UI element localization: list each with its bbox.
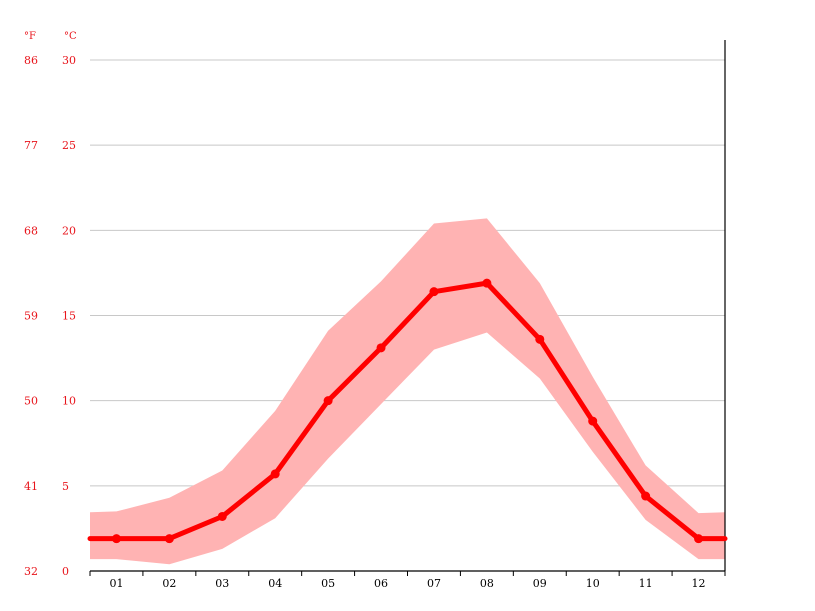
y-tick-label-fahrenheit: 59 (24, 310, 38, 323)
data-point (323, 396, 333, 406)
x-tick-label: 07 (427, 577, 441, 590)
x-tick-label: 01 (109, 577, 123, 590)
x-tick-label: 05 (321, 577, 335, 590)
y-tick-label-celsius: 0 (62, 565, 69, 578)
y-tick-label-celsius: 15 (62, 310, 76, 323)
x-tick-label: 10 (586, 577, 600, 590)
y-tick-label-fahrenheit: 41 (24, 480, 38, 493)
data-point (535, 334, 545, 344)
data-point (376, 343, 386, 353)
x-tick-label: 11 (639, 577, 653, 590)
y-tick-label-celsius: 20 (62, 224, 76, 237)
y-tick-label-fahrenheit: 32 (24, 565, 38, 578)
y-tick-label-fahrenheit: 50 (24, 395, 38, 408)
data-point (694, 534, 704, 544)
average-temperature-line (87, 280, 728, 542)
y-tick-label-fahrenheit: 68 (24, 224, 38, 237)
celsius-unit-label: °C (64, 31, 77, 42)
series-points (111, 278, 704, 544)
tick-labels: °F °C 0 32 5 41 10 50 15 59 20 68 25 77 30 86 01 02 03 04… (24, 31, 706, 590)
data-point (588, 416, 598, 426)
x-tick-label: 12 (692, 577, 706, 590)
data-point (482, 278, 492, 288)
data-point (270, 469, 280, 479)
x-tick-label: 09 (533, 577, 547, 590)
data-point (217, 511, 227, 521)
y-tick-label-celsius: 25 (62, 139, 76, 152)
x-tick-label: 08 (480, 577, 494, 590)
y-tick-label-fahrenheit: 86 (24, 54, 38, 67)
data-point (111, 534, 121, 544)
y-tick-label-celsius: 30 (62, 54, 76, 67)
fahrenheit-unit-label: °F (24, 31, 36, 42)
data-point (641, 491, 651, 501)
x-tick-label: 04 (268, 577, 282, 590)
y-tick-label-celsius: 5 (62, 480, 69, 493)
x-tick-label: 03 (215, 577, 229, 590)
x-tick-label: 06 (374, 577, 388, 590)
temperature-range-area (90, 218, 725, 565)
series-line (87, 280, 728, 542)
y-tick-label-fahrenheit: 77 (24, 139, 38, 152)
x-tick-label: 02 (162, 577, 176, 590)
data-point (429, 287, 439, 297)
y-tick-label-celsius: 10 (62, 395, 76, 408)
data-point (164, 534, 174, 544)
axes (89, 40, 726, 576)
range-band (90, 218, 725, 565)
